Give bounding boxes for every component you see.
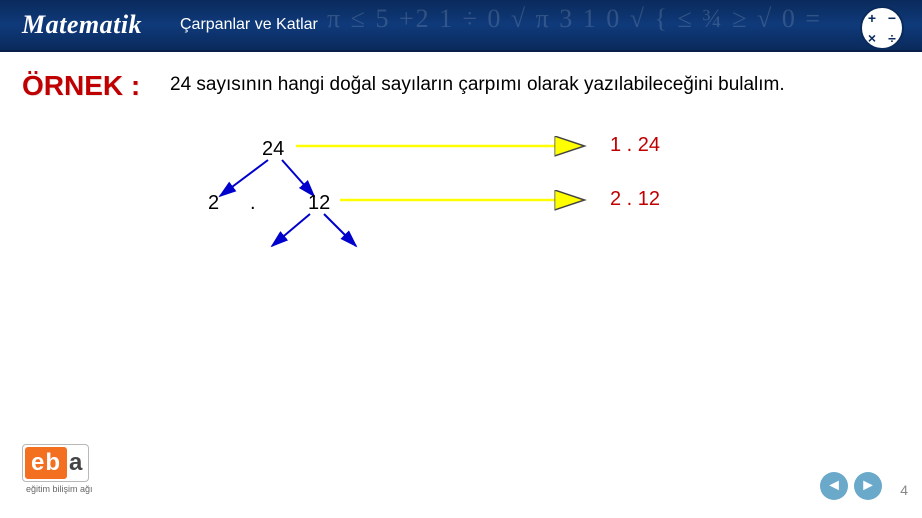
- page-number: 4: [900, 482, 908, 498]
- factor-result: 2 . 12: [610, 188, 660, 211]
- tree-node: 12: [308, 192, 330, 215]
- plus-icon: +: [862, 8, 882, 28]
- divide-icon: ÷: [882, 28, 902, 48]
- minus-icon: −: [882, 8, 902, 28]
- eba-logo-orange: eb: [25, 447, 67, 479]
- tree-node: 2: [208, 192, 219, 215]
- header-decoration: π ≤ 5 +2 1 ÷ 0 √ π 3 1 0 √ { ≤ ¾ ≥ √ 0 =: [327, 4, 822, 34]
- example-label: ÖRNEK :: [22, 70, 140, 102]
- nav-controls: ◄ ►: [820, 472, 882, 500]
- chevron-right-icon: ►: [860, 477, 876, 495]
- topic-title: Çarpanlar ve Katlar: [180, 16, 318, 34]
- example-text: 24 sayısının hangi doğal sayıların çarpı…: [170, 74, 785, 96]
- times-icon: ×: [862, 28, 882, 48]
- operations-badge: + − × ÷: [860, 6, 904, 50]
- tree-node: 24: [262, 138, 284, 161]
- eba-logo: eb a eğitim bilişim ağı: [22, 444, 93, 494]
- factor-result: 1 . 24: [610, 134, 660, 157]
- header-bar: Matematik Çarpanlar ve Katlar π ≤ 5 +2 1…: [0, 0, 922, 52]
- chevron-left-icon: ◄: [826, 477, 842, 495]
- subject-title: Matematik: [22, 10, 142, 40]
- eba-logo-box: eb a: [22, 444, 89, 482]
- factor-tree-diagram: 24 2. 12 1 . 24 2 . 12: [0, 110, 922, 410]
- eba-logo-gray: a: [69, 449, 82, 477]
- eba-logo-subtitle: eğitim bilişim ağı: [26, 484, 93, 494]
- next-button[interactable]: ►: [854, 472, 882, 500]
- slide-page: Matematik Çarpanlar ve Katlar π ≤ 5 +2 1…: [0, 0, 922, 518]
- tree-node: .: [250, 192, 256, 215]
- prev-button[interactable]: ◄: [820, 472, 848, 500]
